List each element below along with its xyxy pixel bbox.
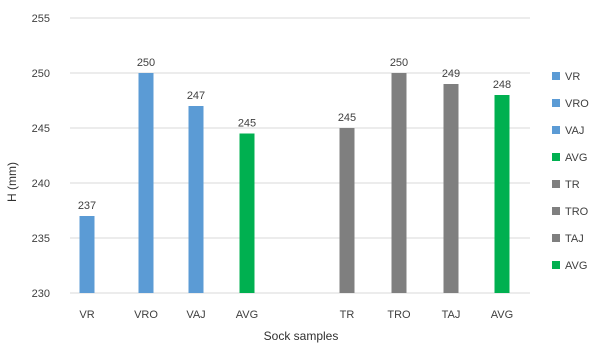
legend-swatch <box>552 207 560 215</box>
y-tick-label: 235 <box>32 233 50 245</box>
bar-vaj <box>188 106 204 293</box>
legend-swatch <box>552 153 560 161</box>
category-labels: VR VRO VAJ AVG TR TRO TAJ AVG <box>79 309 513 321</box>
bar-vro <box>138 73 154 293</box>
y-tick-label: 230 <box>32 288 50 300</box>
legend: VR VRO VAJ AVG TR TRO TAJ AVG <box>552 71 589 272</box>
legend-label: VRO <box>565 98 589 110</box>
data-label: 250 <box>137 57 155 69</box>
data-label: 245 <box>238 118 256 130</box>
legend-label: AVG <box>565 152 587 164</box>
data-label: 248 <box>493 79 511 91</box>
legend-label: VR <box>565 71 580 83</box>
legend-swatch <box>552 72 560 80</box>
legend-label: TAJ <box>565 233 584 245</box>
legend-swatch <box>552 180 560 188</box>
bar-vr <box>79 216 95 293</box>
category-label: VRO <box>134 309 158 321</box>
legend-swatch <box>552 234 560 242</box>
bar-tr <box>339 128 355 293</box>
bars <box>79 73 510 293</box>
legend-label: TRO <box>565 206 589 218</box>
bar-taj <box>443 84 459 293</box>
bar-avg <box>494 95 510 293</box>
y-tick-label: 240 <box>32 178 50 190</box>
legend-label: AVG <box>565 260 587 272</box>
legend-swatch <box>552 126 560 134</box>
data-label: 250 <box>390 57 408 69</box>
data-label: 249 <box>442 68 460 80</box>
data-labels: 237 250 247 245 245 250 249 248 <box>78 57 511 212</box>
category-label: VR <box>79 309 94 321</box>
y-tick-label: 245 <box>32 123 50 135</box>
category-label: TAJ <box>442 309 461 321</box>
y-axis-title: H (mm) <box>5 162 19 202</box>
legend-label: VAJ <box>565 125 584 137</box>
y-axis-ticks: 230 235 240 245 250 255 <box>32 13 50 300</box>
data-label: 247 <box>187 90 205 102</box>
data-label: 245 <box>338 112 356 124</box>
legend-swatch <box>552 99 560 107</box>
category-label: AVG <box>491 309 513 321</box>
legend-label: TR <box>565 179 580 191</box>
category-label: TRO <box>387 309 411 321</box>
bar-tro <box>391 73 407 293</box>
category-label: VAJ <box>186 309 205 321</box>
category-label: AVG <box>236 309 258 321</box>
y-tick-label: 250 <box>32 68 50 80</box>
legend-swatch <box>552 261 560 269</box>
category-label: TR <box>340 309 355 321</box>
x-axis-title: Sock samples <box>264 329 339 343</box>
y-tick-label: 255 <box>32 13 50 25</box>
data-label: 237 <box>78 200 96 212</box>
bar-avg <box>239 133 255 293</box>
